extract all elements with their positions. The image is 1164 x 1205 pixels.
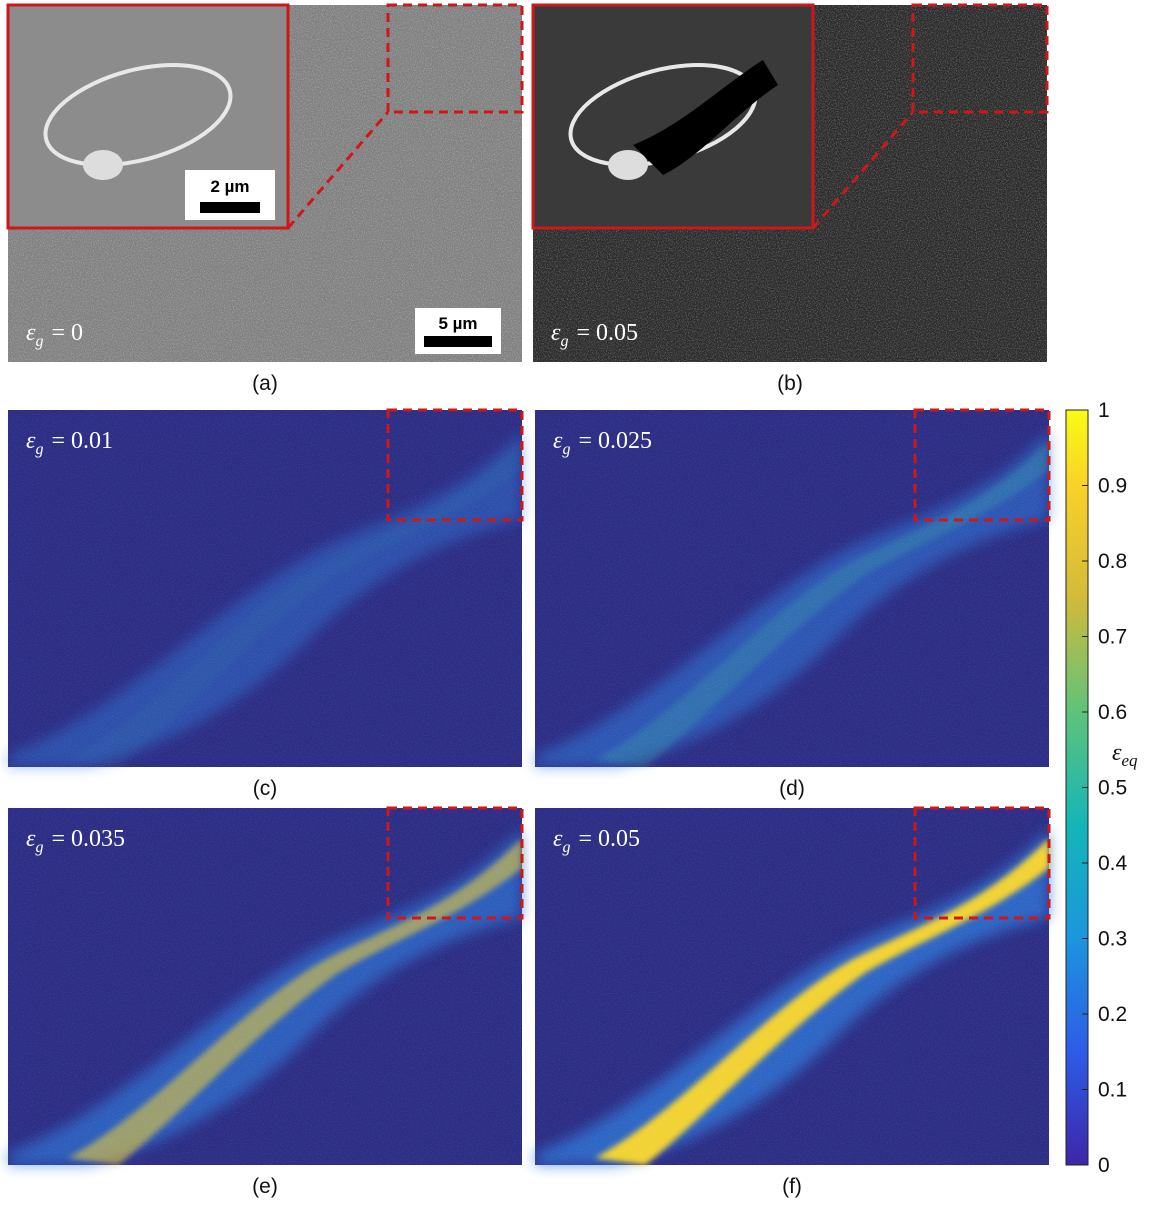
colorbar-subscript: eq [1121,751,1138,770]
strain-value: = 0.025 [578,428,652,454]
strain-subscript: g [35,333,43,350]
strain-subscript: g [560,333,568,350]
colorbar-tick-label: 0.3 [1098,928,1127,951]
colorbar-tick-label: 1 [1098,399,1110,422]
colorbar-tick-label: 0 [1098,1154,1110,1177]
strain-subscript: g [562,839,570,856]
panel-label: (b) [777,372,803,395]
scale-bar [424,336,492,347]
strain-value: = 0.01 [51,428,113,454]
panel: εg= 0.05 [533,5,1047,362]
colorbar-tick-label: 0.2 [1098,1003,1127,1026]
colorbar-tick-label: 0.4 [1098,852,1128,875]
strain-value: = 0.035 [51,826,125,852]
scale-text: 5 µm [438,314,477,333]
colorbar-tick-label: 0.7 [1098,626,1127,649]
colorbar-tick-label: 0.9 [1098,475,1127,498]
panel-label: (e) [252,1175,278,1198]
panel-label: (a) [252,372,278,395]
strain-subscript: g [35,839,43,856]
particle [83,150,123,180]
strain-label: εg= 0 [26,320,83,350]
panel: εg= 0.035 [8,808,522,1165]
image-noise [535,410,1049,767]
panel-label: (f) [782,1175,802,1198]
colorbar-tick-label: 0.5 [1098,777,1127,800]
image-noise [8,410,522,767]
strain-value: = 0.05 [578,826,640,852]
scale-text: 2 µm [210,177,249,196]
panel: εg= 0.025 [535,410,1049,767]
image-noise [535,808,1049,1165]
colorbar-tick-label: 0.8 [1098,550,1127,573]
strain-value: = 0 [51,320,83,346]
image-noise [8,808,522,1165]
colorbar-label: εeq [1112,740,1138,770]
panel: εg= 0.05 [535,808,1049,1165]
colorbar-tick-label: 0.6 [1098,701,1127,724]
panel-label: (d) [779,777,805,800]
particle [608,150,648,180]
scale-bar [200,202,260,213]
panel: εg= 0.01 [8,410,522,767]
figure: εg= 02 µm5 µm(a)εg= 0.05(b)εg= 0.01(c)εg… [0,0,1164,1205]
panel-label: (c) [253,777,278,800]
strain-value: = 0.05 [576,320,638,346]
colorbar-tick-label: 0.1 [1098,1079,1127,1102]
strain-subscript: g [562,441,570,458]
strain-subscript: g [35,441,43,458]
panel: εg= 02 µm5 µm [8,5,522,362]
